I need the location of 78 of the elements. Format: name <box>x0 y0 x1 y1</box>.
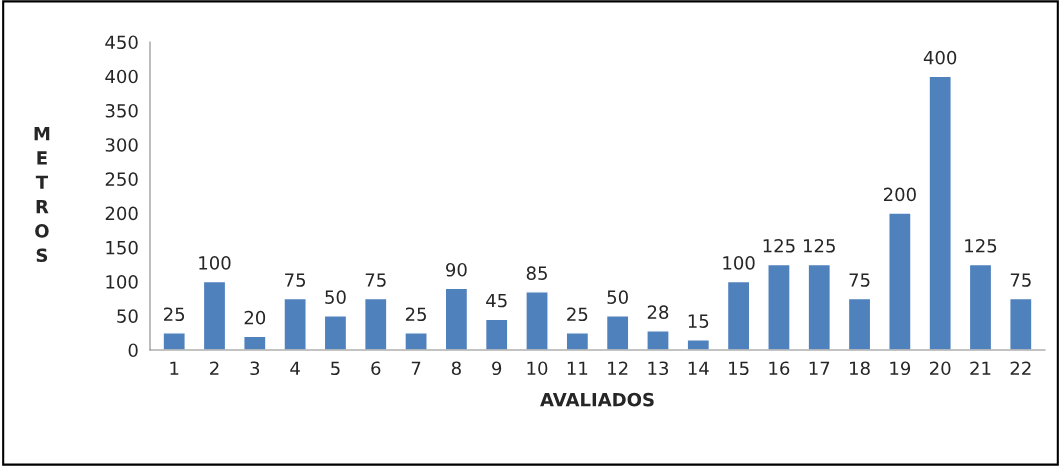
data-label: 125 <box>803 238 835 253</box>
x-tick-label: 15 <box>729 361 749 376</box>
x-tick-label: 5 <box>331 361 340 376</box>
y-tick-label: 350 <box>105 103 138 118</box>
data-label: 200 <box>883 187 916 202</box>
y-tick-label: 150 <box>106 240 138 255</box>
y-axis-title: METROS <box>34 126 50 263</box>
data-label: 28 <box>647 305 669 319</box>
bar <box>363 297 388 350</box>
bar <box>202 280 227 350</box>
x-tick-label: 17 <box>809 361 830 375</box>
data-label: 75 <box>1010 273 1031 287</box>
bar <box>646 330 670 350</box>
data-label: 125 <box>965 238 997 253</box>
y-tick-label: 400 <box>105 69 138 84</box>
x-tick-label: 3 <box>250 361 260 376</box>
y-tick-label: 250 <box>105 172 138 187</box>
x-tick-label: 21 <box>970 361 991 375</box>
x-tick-label: 18 <box>850 361 870 376</box>
y-tick-label: 300 <box>105 138 138 152</box>
x-tick-label: 20 <box>930 361 951 376</box>
data-label: 75 <box>849 273 870 287</box>
x-tick-label: 10 <box>527 361 548 376</box>
data-label: 90 <box>446 262 467 277</box>
data-label: 400 <box>923 50 957 65</box>
y-tick-label: 450 <box>105 35 138 50</box>
x-tick-label: 2 <box>210 361 219 375</box>
data-label: 50 <box>607 290 628 304</box>
data-label: 50 <box>325 290 346 304</box>
x-tick-label: 14 <box>688 361 709 375</box>
y-tick-label: 0 <box>128 343 138 358</box>
data-label: 100 <box>723 256 755 270</box>
bar <box>686 339 711 350</box>
x-tick-label: 19 <box>890 361 911 376</box>
x-tick-label: 6 <box>371 361 381 376</box>
bar <box>605 315 630 350</box>
data-label: 100 <box>199 256 231 270</box>
bar <box>565 332 590 350</box>
bar <box>968 263 993 350</box>
x-tick-label: 22 <box>1010 361 1031 375</box>
bar <box>283 297 307 350</box>
data-label: 25 <box>567 307 588 322</box>
x-tick-label: 11 <box>567 361 588 375</box>
x-tick-label: 13 <box>648 361 669 376</box>
data-label: 125 <box>763 238 795 253</box>
bar <box>162 332 186 350</box>
y-tick-label: 200 <box>105 206 138 221</box>
bar <box>525 291 549 350</box>
x-tick-label: 4 <box>290 361 300 375</box>
data-label: 45 <box>486 293 507 308</box>
bar <box>484 318 509 350</box>
y-tick-label: 100 <box>106 275 138 289</box>
data-label: 20 <box>244 310 266 325</box>
data-label: 25 <box>405 307 426 322</box>
x-tick-label: 8 <box>451 361 461 376</box>
bar <box>323 315 348 350</box>
data-label: 75 <box>365 273 386 287</box>
data-label: 15 <box>688 314 709 328</box>
bar <box>847 297 872 350</box>
bar <box>928 75 952 350</box>
data-label: 25 <box>164 307 185 322</box>
bar <box>1009 297 1033 350</box>
y-tick-label: 50 <box>117 309 138 323</box>
bar <box>404 332 428 350</box>
x-tick-label: 1 <box>170 361 179 375</box>
data-label: 75 <box>285 273 306 287</box>
x-axis-title: AVALIADOS <box>540 392 654 407</box>
x-tick-label: 16 <box>769 361 790 376</box>
x-tick-label: 12 <box>608 361 628 375</box>
x-tick-label: 7 <box>411 361 421 375</box>
data-label: 85 <box>526 266 547 280</box>
bar <box>726 280 751 350</box>
bar <box>444 287 469 350</box>
bar <box>807 263 832 350</box>
bar <box>767 263 791 350</box>
bar <box>888 212 912 350</box>
x-tick-label: 9 <box>492 361 502 376</box>
bar <box>243 335 267 350</box>
